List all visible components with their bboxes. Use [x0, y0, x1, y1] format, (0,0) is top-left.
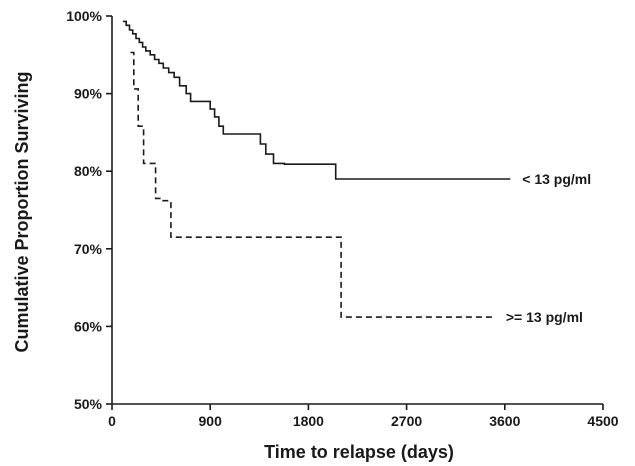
y-axis-title: Cumulative Proportion Surviving [12, 71, 32, 352]
y-tick-label: 100% [66, 8, 102, 24]
series-label-2: >= 13 pg/ml [506, 309, 583, 325]
series-line-1 [122, 20, 511, 180]
y-tick-label: 60% [74, 318, 103, 334]
plot-area: 50% 60% 70% 80% 90% 100% 0 900 1800 2700 3600 4500 <… [66, 8, 619, 429]
series-line-2 [130, 51, 494, 318]
x-tick-label: 3600 [489, 413, 520, 429]
x-tick-label: 1800 [293, 413, 324, 429]
y-tick-label: 50% [74, 396, 103, 412]
y-tick-label: 70% [74, 241, 103, 257]
x-tick-label: 2700 [391, 413, 422, 429]
series-label-1: < 13 pg/ml [522, 171, 591, 187]
x-tick-label: 900 [199, 413, 223, 429]
y-tick-label: 90% [74, 86, 103, 102]
x-tick-label: 0 [108, 413, 116, 429]
x-axis-title: Time to relapse (days) [264, 442, 454, 462]
y-tick-label: 80% [74, 163, 103, 179]
x-tick-label: 4500 [587, 413, 618, 429]
